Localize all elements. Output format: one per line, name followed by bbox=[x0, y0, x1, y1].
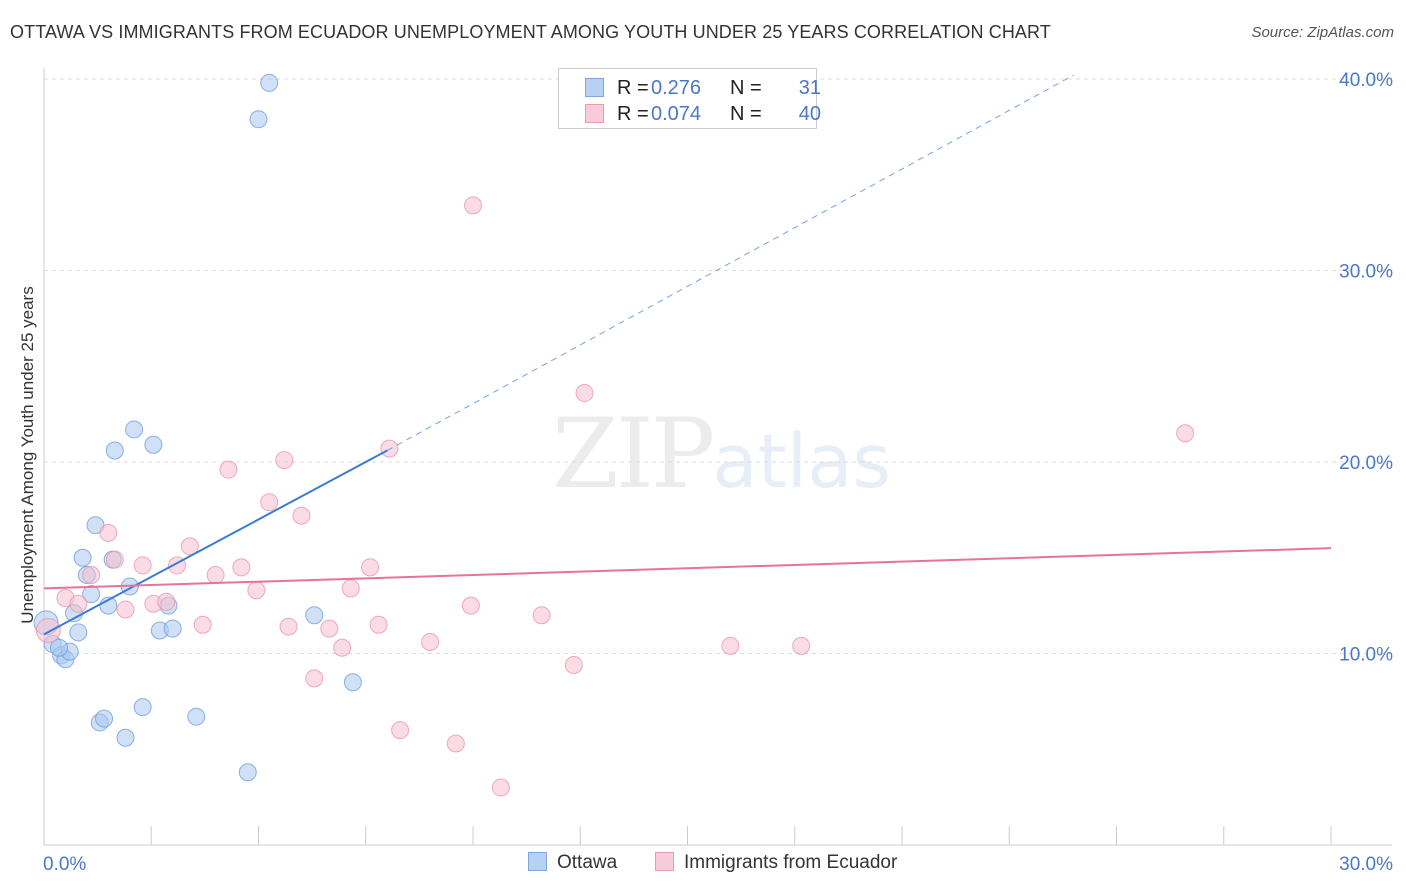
ecuador-point bbox=[247, 581, 266, 600]
ecuador-point bbox=[305, 669, 324, 688]
n-value: 40 bbox=[798, 103, 821, 125]
legend-item-ecuador: Immigrants from Ecuador bbox=[655, 852, 897, 874]
chart-title: OTTAWA VS IMMIGRANTS FROM ECUADOR UNEMPL… bbox=[10, 22, 1051, 42]
ecuador-point bbox=[232, 558, 251, 577]
ottawa-legend-swatch bbox=[528, 852, 547, 871]
x-tick-label: 30.0% bbox=[1339, 854, 1393, 875]
ecuador-point bbox=[105, 550, 124, 569]
ottawa-swatch bbox=[585, 78, 604, 97]
ecuador-point bbox=[341, 579, 360, 598]
ecuador-swatch bbox=[585, 104, 604, 123]
ecuador-point bbox=[82, 565, 101, 584]
ecuador-point bbox=[99, 523, 118, 542]
ottawa-point bbox=[343, 673, 362, 692]
ecuador-point bbox=[464, 196, 482, 215]
legend-label-ottawa: Ottawa bbox=[557, 852, 618, 873]
ecuador-point bbox=[491, 778, 510, 797]
legend-label-ecuador: Immigrants from Ecuador bbox=[684, 852, 898, 873]
ecuador-point bbox=[260, 493, 279, 512]
ottawa-point bbox=[133, 698, 152, 717]
ottawa-point bbox=[144, 435, 163, 454]
ecuador-point bbox=[180, 537, 199, 556]
ecuador-point bbox=[157, 592, 176, 611]
ottawa-point bbox=[95, 709, 114, 728]
ecuador-point bbox=[275, 451, 294, 470]
ecuador-point bbox=[35, 618, 61, 644]
ecuador-point bbox=[333, 638, 352, 657]
ecuador-point bbox=[193, 615, 212, 634]
ecuador-point bbox=[219, 460, 238, 479]
ecuador-point bbox=[564, 655, 583, 674]
ecuador-trend-line bbox=[43, 547, 1332, 590]
ecuador-point bbox=[279, 617, 298, 636]
ottawa-point bbox=[82, 585, 101, 604]
ottawa-point bbox=[50, 638, 69, 657]
ecuador-point bbox=[369, 615, 388, 634]
ottawa-point bbox=[238, 763, 257, 782]
ottawa-point bbox=[116, 728, 135, 747]
ecuador-point bbox=[421, 633, 440, 652]
x-tick-label: 0.0% bbox=[43, 854, 86, 875]
ecuador-point bbox=[292, 506, 311, 525]
r-value: 0.276 bbox=[651, 77, 702, 99]
ottawa-point bbox=[187, 707, 206, 726]
ecuador-point bbox=[320, 619, 339, 638]
r-label: R = bbox=[617, 77, 649, 99]
ecuador-point bbox=[361, 558, 380, 577]
ecuador-point bbox=[461, 596, 480, 615]
ecuador-point bbox=[721, 636, 740, 655]
legend-item-ottawa: Ottawa bbox=[528, 852, 617, 874]
ecuador-point bbox=[1176, 424, 1195, 443]
r-label: R = bbox=[617, 103, 649, 125]
ottawa-point bbox=[249, 110, 268, 129]
ottawa-point bbox=[105, 441, 124, 460]
ecuador-point bbox=[206, 565, 225, 584]
ecuador-point bbox=[380, 439, 399, 458]
n-label: N = bbox=[730, 103, 762, 125]
r-value: 0.074 bbox=[651, 103, 702, 125]
ottawa-trend-line bbox=[43, 449, 388, 636]
ecuador-point bbox=[446, 734, 465, 753]
ecuador-point bbox=[391, 721, 410, 740]
ecuador-point bbox=[575, 384, 594, 403]
ottawa-point bbox=[125, 420, 144, 439]
n-value: 31 bbox=[798, 77, 821, 99]
ottawa-point bbox=[73, 548, 92, 567]
ecuador-point bbox=[133, 556, 152, 575]
ecuador-legend-swatch bbox=[655, 852, 674, 871]
ottawa-point bbox=[163, 619, 182, 638]
stats-legend: R = 0.276 N = 31 R = 0.074 N = 40 bbox=[558, 68, 821, 129]
y-tick-label: 10.0% bbox=[1339, 645, 1393, 666]
ottawa-point bbox=[260, 73, 279, 92]
ecuador-point bbox=[116, 600, 135, 619]
y-tick-label: 20.0% bbox=[1339, 453, 1393, 474]
source-credit: Source: ZipAtlas.com bbox=[1251, 24, 1394, 41]
n-label: N = bbox=[730, 77, 762, 99]
ottawa-point bbox=[69, 623, 88, 642]
ottawa-trend-extension bbox=[386, 74, 1074, 451]
y-tick-label: 30.0% bbox=[1339, 262, 1393, 283]
ecuador-point bbox=[532, 606, 551, 625]
ecuador-point bbox=[792, 636, 811, 655]
y-tick-label: 40.0% bbox=[1339, 70, 1393, 91]
ottawa-point bbox=[305, 606, 324, 625]
ecuador-point bbox=[69, 594, 88, 613]
